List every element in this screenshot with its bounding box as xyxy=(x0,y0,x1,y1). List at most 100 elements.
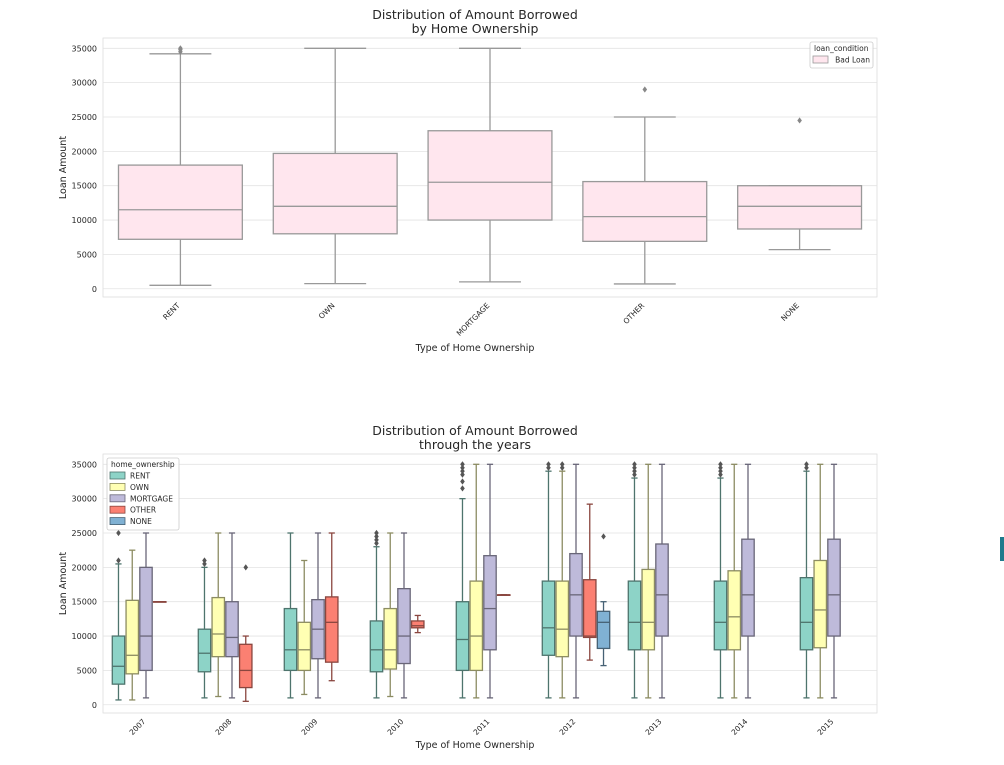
outlier-point xyxy=(116,557,121,564)
box-iqr xyxy=(117,164,243,240)
box-rent-2014 xyxy=(713,461,728,699)
box-own-2015 xyxy=(813,463,828,699)
outlier-point xyxy=(460,485,465,492)
box-iqr xyxy=(283,607,298,672)
chart-title-line-2: through the years xyxy=(419,437,531,452)
y-axis-label: Loan Amount xyxy=(58,136,69,199)
y-tick-label: 5000 xyxy=(77,250,97,259)
x-tick-label: OTHER xyxy=(621,301,646,326)
x-tick-label: 2007 xyxy=(128,717,148,737)
outlier-point xyxy=(374,529,379,537)
y-tick-label: 10000 xyxy=(72,216,97,225)
box-iqr xyxy=(324,596,339,663)
box-other-2012 xyxy=(582,503,597,661)
legend-label: Bad Loan xyxy=(835,56,870,65)
box-bad loan-own xyxy=(272,47,398,285)
box-iqr xyxy=(555,580,570,658)
legend-label: RENT xyxy=(130,472,151,481)
legend-label: OTHER xyxy=(130,506,156,515)
y-tick-label: 0 xyxy=(92,701,97,710)
x-tick-label: RENT xyxy=(161,301,182,322)
box-rent-2007 xyxy=(111,529,126,701)
outlier-point xyxy=(460,464,465,471)
y-tick-label: 15000 xyxy=(72,598,97,607)
x-tick-label: 2008 xyxy=(214,717,234,737)
box-iqr xyxy=(827,538,841,637)
box-mortgage-2007 xyxy=(139,532,153,699)
y-tick-label: 20000 xyxy=(72,563,97,572)
outlier-point xyxy=(797,117,802,124)
box-other-2009 xyxy=(324,532,339,682)
box-mortgage-2008 xyxy=(225,532,239,699)
legend-title: loan_condition xyxy=(814,44,869,53)
box-own-2013 xyxy=(641,463,656,699)
box-other-2011 xyxy=(496,594,511,596)
box-iqr xyxy=(455,601,470,672)
outlier-point xyxy=(374,540,379,547)
box-mortgage-2011 xyxy=(483,463,497,699)
box-own-2010 xyxy=(383,532,398,698)
legend-swatch xyxy=(109,517,126,525)
y-tick-label: 20000 xyxy=(72,147,97,156)
chart-title-line-1: Distribution of Amount Borrowed xyxy=(372,7,578,22)
box-other-2008 xyxy=(238,564,253,702)
box-rent-2015 xyxy=(799,461,814,699)
box-own-2007 xyxy=(125,549,140,701)
box-own-2011 xyxy=(469,463,484,699)
outlier-point xyxy=(460,478,465,485)
box-bad loan-rent xyxy=(117,45,243,286)
outlier-point xyxy=(718,461,723,468)
outlier-point xyxy=(178,45,183,52)
box-rent-2009 xyxy=(283,532,298,699)
box-iqr xyxy=(469,580,484,672)
box-bad loan-other xyxy=(582,86,708,285)
box-iqr xyxy=(655,543,669,637)
box-iqr xyxy=(741,538,755,637)
outlier-point xyxy=(374,533,379,540)
x-tick-label: 2011 xyxy=(472,717,492,737)
box-mortgage-2014 xyxy=(741,463,755,699)
box-rent-2008 xyxy=(197,557,212,699)
y-tick-label: 35000 xyxy=(72,44,97,53)
y-tick-label: 5000 xyxy=(77,666,97,675)
box-rent-2013 xyxy=(627,461,642,699)
legend-swatch xyxy=(812,55,829,64)
legend: home_ownership RENT OWN MORTGAGE OTHER NONE xyxy=(106,457,180,531)
chart-title-line-1: Distribution of Amount Borrowed xyxy=(372,423,578,438)
box-iqr xyxy=(197,628,212,673)
outlier-point xyxy=(601,533,606,540)
box-mortgage-2015 xyxy=(827,463,841,699)
y-tick-label: 25000 xyxy=(72,529,97,538)
outlier-point xyxy=(374,536,379,543)
chart-by-home-ownership: 0 5000 10000 15000 20000 25000 30000 35000 RENT O… xyxy=(58,7,878,354)
outlier-point xyxy=(632,461,637,468)
outlier-point xyxy=(460,461,465,468)
box-mortgage-2013 xyxy=(655,463,669,699)
box-iqr xyxy=(541,580,556,656)
outlier-point xyxy=(546,461,551,468)
box-mortgage-2012 xyxy=(569,463,583,699)
box-own-2009 xyxy=(297,559,312,696)
box-iqr xyxy=(582,579,597,639)
box-iqr xyxy=(369,620,384,673)
outlier-point xyxy=(804,461,809,468)
x-tick-label: 2009 xyxy=(300,717,320,737)
box-iqr xyxy=(397,588,411,665)
box-iqr xyxy=(641,568,656,651)
outlier-point xyxy=(546,464,551,471)
x-tick-label: NONE xyxy=(779,301,801,323)
outlier-point xyxy=(642,86,648,93)
box-iqr xyxy=(713,580,728,651)
legend-swatch xyxy=(109,505,126,514)
outlier-point xyxy=(559,464,565,471)
outlier-point xyxy=(718,471,723,478)
legend-swatch xyxy=(109,482,126,491)
legend-label: OWN xyxy=(130,483,149,492)
y-axis-label: Loan Amount xyxy=(58,552,69,615)
box-other-2010 xyxy=(410,614,425,634)
box-mortgage-2009 xyxy=(311,532,325,699)
x-tick-label: 2015 xyxy=(816,717,836,737)
outlier-point xyxy=(243,564,249,571)
box-iqr xyxy=(813,559,828,649)
box-own-2008 xyxy=(211,532,226,698)
